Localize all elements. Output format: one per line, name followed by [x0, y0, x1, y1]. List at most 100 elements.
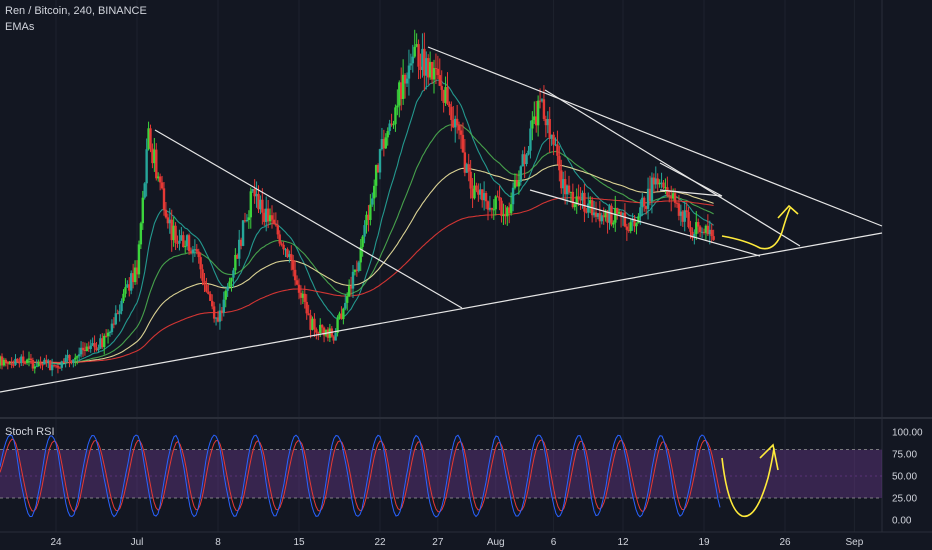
- candle-body[interactable]: [434, 68, 438, 70]
- candle-body[interactable]: [197, 251, 200, 258]
- candle-body[interactable]: [72, 359, 75, 363]
- candle-body[interactable]: [403, 74, 407, 84]
- candle-body[interactable]: [567, 185, 571, 193]
- candle-body[interactable]: [288, 254, 291, 258]
- candle-body[interactable]: [496, 196, 499, 198]
- candle-body[interactable]: [205, 285, 208, 292]
- candle-body[interactable]: [280, 243, 283, 245]
- candle-body[interactable]: [392, 124, 395, 126]
- candle-body[interactable]: [27, 358, 31, 360]
- candle-body[interactable]: [224, 290, 227, 300]
- candle-body[interactable]: [558, 155, 561, 171]
- candle-body[interactable]: [691, 231, 694, 238]
- candle-body[interactable]: [428, 62, 432, 78]
- candle-body[interactable]: [122, 293, 125, 301]
- candle-body[interactable]: [442, 89, 445, 103]
- candle-body[interactable]: [484, 193, 488, 202]
- candle-body[interactable]: [448, 103, 451, 107]
- candle-body[interactable]: [569, 191, 573, 193]
- candle-body[interactable]: [668, 195, 671, 197]
- candle-body[interactable]: [241, 220, 245, 246]
- candle-body[interactable]: [120, 300, 123, 312]
- candle-body[interactable]: [400, 82, 403, 99]
- candle-body[interactable]: [189, 251, 193, 254]
- candle-body[interactable]: [87, 346, 90, 349]
- candle-body[interactable]: [29, 358, 33, 361]
- candle-body[interactable]: [93, 343, 96, 348]
- candle-body[interactable]: [411, 56, 414, 64]
- candle-body[interactable]: [386, 131, 389, 138]
- candle-body[interactable]: [550, 134, 553, 139]
- candle-body[interactable]: [209, 293, 212, 301]
- candle-body[interactable]: [130, 273, 133, 291]
- candle-body[interactable]: [535, 116, 538, 126]
- candle-body[interactable]: [683, 210, 686, 222]
- candle-body[interactable]: [573, 204, 576, 208]
- candle-body[interactable]: [332, 336, 335, 341]
- candle-body[interactable]: [133, 267, 137, 283]
- candle-body[interactable]: [473, 185, 476, 199]
- candle-body[interactable]: [419, 66, 422, 70]
- candle-body[interactable]: [35, 366, 38, 368]
- candle-body[interactable]: [374, 165, 378, 186]
- candle-body[interactable]: [155, 149, 158, 179]
- candle-body[interactable]: [193, 249, 197, 251]
- candle-body[interactable]: [639, 207, 642, 217]
- candle-body[interactable]: [164, 209, 168, 218]
- candle-body[interactable]: [527, 150, 530, 155]
- candle-body[interactable]: [39, 362, 42, 365]
- candle-body[interactable]: [658, 182, 661, 185]
- candle-body[interactable]: [486, 201, 490, 210]
- candle-body[interactable]: [216, 317, 220, 322]
- candle-body[interactable]: [361, 236, 364, 247]
- candle-body[interactable]: [702, 231, 706, 233]
- candle-body[interactable]: [124, 287, 127, 294]
- candle-body[interactable]: [621, 212, 625, 216]
- candle-body[interactable]: [79, 347, 83, 355]
- candle-body[interactable]: [239, 239, 243, 246]
- candle-body[interactable]: [139, 223, 143, 245]
- candle-body[interactable]: [673, 193, 677, 203]
- candle-body[interactable]: [436, 68, 440, 76]
- candle-body[interactable]: [594, 212, 598, 217]
- candle-body[interactable]: [151, 148, 154, 164]
- candle-body[interactable]: [452, 120, 455, 128]
- candle-body[interactable]: [220, 310, 224, 313]
- candle-body[interactable]: [41, 364, 44, 366]
- candle-body[interactable]: [317, 332, 320, 334]
- candle-body[interactable]: [629, 222, 632, 232]
- candle-body[interactable]: [54, 365, 58, 367]
- candle-body[interactable]: [560, 170, 563, 189]
- candle-body[interactable]: [646, 188, 650, 209]
- candle-body[interactable]: [118, 311, 121, 314]
- candle-body[interactable]: [531, 120, 534, 129]
- candle-body[interactable]: [243, 220, 247, 222]
- candle-body[interactable]: [625, 226, 629, 230]
- candle-body[interactable]: [261, 199, 264, 213]
- candle-body[interactable]: [384, 137, 387, 149]
- candle-body[interactable]: [706, 225, 710, 235]
- candle-body[interactable]: [23, 362, 27, 364]
- candle-body[interactable]: [131, 273, 135, 283]
- candle-body[interactable]: [0, 356, 2, 366]
- candle-body[interactable]: [340, 313, 343, 320]
- candle-body[interactable]: [536, 100, 540, 126]
- candle-body[interactable]: [8, 363, 11, 365]
- candle-body[interactable]: [309, 315, 312, 330]
- candle-body[interactable]: [344, 302, 347, 309]
- candle-body[interactable]: [238, 239, 241, 259]
- candle-body[interactable]: [226, 286, 229, 291]
- candle-body[interactable]: [320, 324, 324, 328]
- candle-body[interactable]: [415, 44, 418, 47]
- candle-body[interactable]: [585, 211, 588, 213]
- candle-body[interactable]: [268, 215, 272, 222]
- candle-body[interactable]: [481, 189, 484, 201]
- candle-body[interactable]: [401, 74, 405, 99]
- candle-body[interactable]: [662, 182, 665, 188]
- candle-body[interactable]: [153, 149, 156, 164]
- candle-body[interactable]: [508, 207, 511, 214]
- candle-body[interactable]: [710, 229, 713, 237]
- candle-body[interactable]: [218, 310, 222, 322]
- candle-body[interactable]: [251, 188, 254, 192]
- candle-body[interactable]: [382, 139, 386, 149]
